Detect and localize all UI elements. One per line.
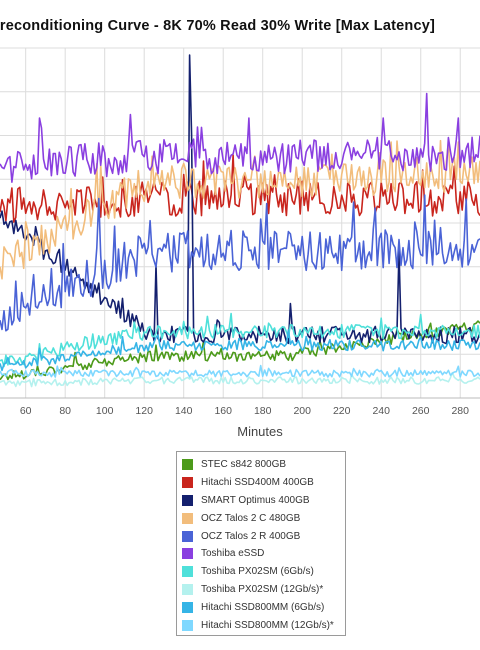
legend-label: Hitachi SSD800MM (12Gb/s)* (201, 619, 334, 631)
legend-swatch (182, 512, 193, 524)
legend-label: SMART Optimus 400GB (201, 494, 310, 506)
legend-swatch (182, 530, 193, 542)
legend-swatch (182, 459, 193, 471)
legend-label: OCZ Talos 2 R 400GB (201, 530, 301, 542)
line-chart: 60 80 100 120 140 160 180 200 220 240 260 280 (0, 47, 480, 417)
legend-item: OCZ Talos 2 C 480GB (182, 509, 345, 527)
legend-item: Hitachi SSD800MM (6Gb/s) (182, 598, 345, 616)
legend-item: Hitachi SSD400M 400GB (182, 474, 345, 492)
legend-swatch (182, 494, 193, 506)
x-tick-label: 140 (175, 405, 193, 417)
legend-label: Hitachi SSD800MM (6Gb/s) (201, 601, 325, 613)
x-tick-label: 240 (372, 405, 390, 417)
legend-label: Toshiba PX02SM (6Gb/s) (201, 566, 314, 578)
x-tick-label: 160 (214, 405, 232, 417)
legend-label: OCZ Talos 2 C 480GB (201, 512, 301, 524)
chart-title: Preconditioning Curve - 8K 70% Read 30% … (0, 18, 480, 40)
legend-item: STEC s842 800GB (182, 456, 345, 474)
series-line-toshiba-essd (0, 92, 480, 183)
series-line-stec-s842-800gb (0, 320, 480, 381)
x-tick-label: 60 (20, 405, 32, 417)
x-axis-label: Minutes (237, 424, 283, 439)
legend-item: Toshiba PX02SM (12Gb/s)* (182, 581, 345, 599)
x-tick-label: 280 (451, 405, 469, 417)
legend-label: Hitachi SSD400M 400GB (201, 477, 314, 489)
x-tick-label: 200 (293, 405, 311, 417)
legend-item: SMART Optimus 400GB (182, 492, 345, 510)
x-tick-label: 220 (333, 405, 351, 417)
x-axis: 60 80 100 120 140 160 180 200 220 240 260 280 (0, 397, 480, 417)
series-line-hitachi-ssd800mm-6gb-s (0, 329, 480, 372)
legend-swatch (182, 583, 193, 595)
legend-item: OCZ Talos 2 R 400GB (182, 527, 345, 545)
legend-swatch (182, 548, 193, 560)
x-tick-label: 80 (59, 405, 71, 417)
x-tick-label: 100 (96, 405, 114, 417)
legend-item: Hitachi SSD800MM (12Gb/s)* (182, 616, 345, 634)
legend-label: Toshiba PX02SM (12Gb/s)* (201, 583, 324, 595)
series-line-toshiba-px02sm-6gb-s (0, 312, 480, 368)
legend-label: Toshiba eSSD (201, 548, 265, 560)
legend-label: STEC s842 800GB (201, 459, 287, 471)
legend-swatch (182, 601, 193, 613)
chart-title-text: Preconditioning Curve - 8K 70% Read 30% … (0, 18, 436, 34)
series-line-hitachi-ssd400m-400gb (0, 154, 480, 223)
x-tick-label: 260 (412, 405, 430, 417)
legend-swatch (182, 477, 193, 489)
series-group (0, 54, 480, 388)
series-line-toshiba-px02sm-12gb-s (0, 371, 480, 388)
legend-swatch (182, 619, 193, 631)
legend-item: Toshiba PX02SM (6Gb/s) (182, 563, 345, 581)
x-tick-label: 180 (254, 405, 272, 417)
legend-item: Toshiba eSSD (182, 545, 345, 563)
x-tick-label: 120 (135, 405, 153, 417)
legend-swatch (182, 566, 193, 578)
series-line-ocz-talos-2-c-480gb (0, 139, 480, 280)
series-line-hitachi-ssd800mm-12gb-s (0, 364, 480, 378)
series-line-ocz-talos-2-r-400gb (0, 194, 480, 332)
legend: STEC s842 800GB Hitachi SSD400M 400GB SMAR… (176, 451, 346, 636)
